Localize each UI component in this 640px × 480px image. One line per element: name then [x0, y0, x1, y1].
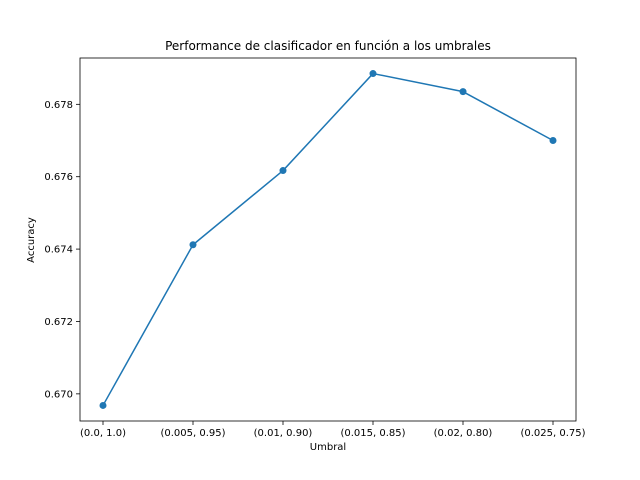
x-tick-label: (0.025, 0.75) [520, 428, 585, 439]
y-tick-label: 0.678 [44, 100, 73, 111]
data-point [279, 167, 287, 175]
axes-frame [79, 57, 577, 422]
series-line [102, 72, 554, 406]
data-point [189, 241, 197, 249]
data-point [369, 70, 377, 78]
y-tick-label: 0.672 [44, 317, 73, 328]
data-point [459, 88, 467, 96]
plot-area: (0.0, 1.0) (0.005, 0.95) (0.01, 0.90) (0.01… [44, 57, 586, 439]
x-axis-title: Umbral [310, 442, 346, 453]
x-tick-label: (0.015, 0.85) [340, 428, 405, 439]
x-tick-label: (0.0, 1.0) [80, 428, 126, 439]
x-tick-label: (0.01, 0.90) [254, 428, 313, 439]
y-tick-label: 0.676 [44, 172, 73, 183]
x-tick-label: (0.02, 0.80) [434, 428, 493, 439]
y-tick-label: 0.670 [44, 389, 73, 400]
data-point [99, 401, 107, 409]
data-point [549, 137, 557, 145]
y-axis-title: Accuracy [26, 217, 37, 263]
y-tick-label: 0.674 [44, 245, 73, 256]
chart-title: Performance de clasificador en función a… [165, 39, 491, 53]
x-tick-label: (0.005, 0.95) [160, 428, 225, 439]
